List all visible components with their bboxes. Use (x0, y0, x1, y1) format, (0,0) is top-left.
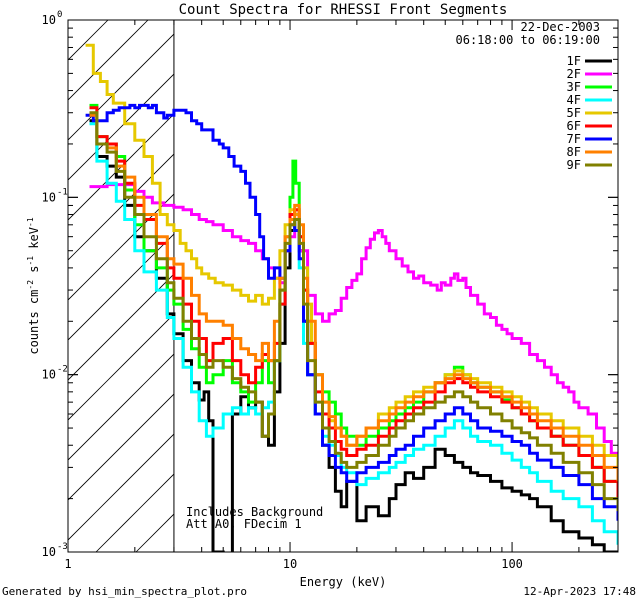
annotation-background: Includes Background (186, 505, 323, 519)
legend-label-8F: 8F (567, 145, 581, 159)
legend-label-9F: 9F (567, 158, 581, 172)
series-line-8F (89, 113, 618, 482)
hatch-line (68, 233, 174, 341)
hatch-line (68, 393, 174, 501)
y-tick-label: 10 (42, 190, 56, 204)
legend-label-4F: 4F (567, 93, 581, 107)
y-tick-exponent: -2 (57, 365, 68, 375)
plot-frame (67, 19, 619, 553)
background-hatch-region (68, 20, 175, 552)
x-tick-label: 100 (501, 557, 523, 571)
hatch-line (68, 20, 149, 101)
y-tick-exponent: 0 (57, 10, 62, 20)
legend-label-7F: 7F (567, 132, 581, 146)
series-layer (85, 43, 618, 552)
y-tick-exponent: -1 (57, 187, 68, 197)
date-label: 22-Dec-2003 (521, 20, 600, 34)
y-tick-label: 10 (42, 13, 56, 27)
legend-label-3F: 3F (567, 80, 581, 94)
hatch-line (68, 153, 174, 261)
y-axis-label: counts cm-2 s-1 keV-1 (26, 217, 41, 354)
hatch-line (68, 20, 109, 61)
series-line-5F (85, 43, 618, 468)
legend-label-2F: 2F (567, 67, 581, 81)
footer-generator: Generated by hsi_min_spectra_plot.pro (2, 585, 247, 598)
chart-title: Count Spectra for RHESSI Front Segments (179, 2, 508, 18)
series-line-7F (85, 103, 618, 521)
hatch-line (68, 433, 174, 541)
footer-timestamp: 12-Apr-2023 17:48 (523, 585, 636, 598)
x-axis-label: Energy (keV) (300, 575, 387, 589)
y-tick-label: 10 (42, 545, 56, 559)
time-range-label: 06:18:00 to 06:19:00 (456, 33, 601, 47)
annotation-attenuator: Att A0, FDecim 1 (186, 517, 302, 531)
x-tick-label: 1 (64, 557, 71, 571)
hatch-line (68, 193, 174, 301)
legend-label-1F: 1F (567, 54, 581, 68)
y-tick-label: 10 (42, 368, 56, 382)
hatch-line (68, 33, 174, 141)
x-tick-label: 10 (283, 557, 297, 571)
hatch-line (68, 273, 174, 381)
series-line-2F (89, 183, 618, 468)
hatch-line (68, 313, 174, 421)
y-tick-exponent: -3 (57, 542, 68, 552)
legend-label-5F: 5F (567, 106, 581, 120)
series-line-1F (89, 119, 618, 552)
legend-label-6F: 6F (567, 119, 581, 133)
series-line-9F (89, 111, 618, 512)
